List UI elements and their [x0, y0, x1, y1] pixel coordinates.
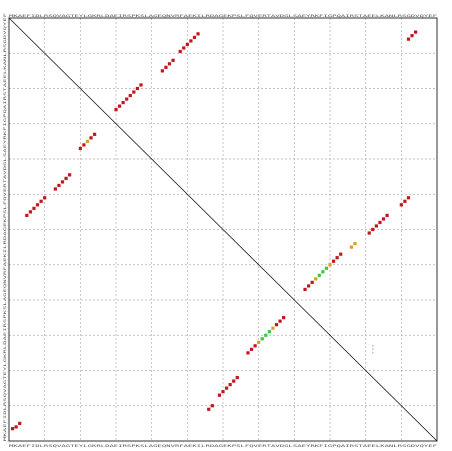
dot-mark — [78, 146, 82, 151]
dot-mark — [374, 224, 378, 228]
dot-mark — [249, 347, 254, 351]
dot-mark — [35, 203, 40, 207]
dot-mark — [224, 386, 229, 390]
dot-mark — [18, 421, 22, 425]
dot-mark — [68, 173, 72, 177]
dot-mark — [53, 187, 57, 191]
dot-mark — [82, 143, 86, 147]
dot-mark — [349, 245, 353, 249]
dot-mark — [372, 352, 374, 354]
dot-mark — [314, 277, 318, 281]
dot-mark — [139, 83, 143, 87]
dot-mark — [257, 340, 261, 344]
dot-mark — [117, 104, 122, 108]
dot-mark — [328, 263, 332, 267]
dot-mark — [189, 39, 193, 43]
dot-mark — [303, 287, 307, 292]
dot-mark — [278, 319, 282, 323]
dot-mark — [192, 35, 197, 39]
dot-mark — [207, 407, 211, 411]
dot-mark — [399, 203, 403, 207]
dot-mark — [57, 183, 61, 188]
dot-mark — [114, 108, 118, 112]
dot-mark — [260, 337, 264, 341]
dot-mark — [331, 259, 336, 263]
dot-mark — [235, 375, 239, 380]
dot-mark — [228, 383, 232, 387]
dot-mark — [185, 42, 189, 47]
dot-mark — [317, 273, 321, 277]
dot-mark — [264, 333, 268, 337]
dot-mark — [367, 231, 371, 235]
dot-mark — [282, 316, 286, 320]
bottom-axis-sequence: MKAEFIDLRSQVAGTEYLGKRLDAEIRSPKSLAGEQNVRF… — [9, 444, 437, 448]
dot-mark — [221, 390, 225, 394]
dot-mark — [378, 220, 382, 225]
dot-mark — [89, 136, 93, 140]
dot-mark — [28, 210, 32, 214]
dot-mark — [196, 32, 200, 36]
dot-mark — [121, 101, 125, 105]
dot-mark — [385, 213, 389, 217]
dot-mark — [372, 348, 374, 351]
dot-mark — [246, 351, 250, 355]
dot-mark — [85, 139, 90, 143]
dot-mark — [167, 62, 172, 66]
dot-mark — [10, 427, 15, 431]
dot-mark — [64, 176, 68, 180]
dot-mark — [406, 196, 411, 200]
dot-mark — [60, 180, 65, 184]
dot-mark — [178, 49, 182, 54]
dot-mark — [128, 93, 132, 98]
dot-mark — [310, 280, 314, 284]
dot-mark — [14, 425, 18, 429]
top-axis-sequence: MKAEFIDLRSQVAGTEYLGKRLDAEIRSPKSLAGEQNVRF… — [9, 14, 437, 18]
dot-mark — [232, 379, 236, 383]
dot-mark — [160, 69, 164, 73]
dot-mark — [403, 199, 407, 203]
dot-mark — [335, 256, 339, 260]
dot-mark — [406, 37, 411, 41]
diagonal-line — [8, 17, 438, 442]
dot-mark — [371, 227, 375, 232]
dot-mark — [93, 132, 97, 136]
dot-mark — [307, 284, 311, 288]
dot-mark — [32, 206, 36, 210]
dot-mark — [210, 404, 214, 408]
dot-mark — [135, 86, 139, 91]
dot-mark — [339, 252, 343, 256]
main-diagonal — [8, 17, 438, 442]
dot-marks — [10, 30, 418, 431]
dot-mark — [39, 199, 43, 203]
dot-mark — [132, 90, 136, 94]
dot-mark — [164, 65, 168, 69]
dot-mark — [43, 196, 47, 200]
dot-mark — [25, 213, 29, 217]
dot-mark — [217, 393, 222, 397]
dot-mark — [253, 344, 257, 348]
dot-mark — [410, 34, 414, 38]
left-axis-sequence: MKAEFIDLRSQVAGTEYLGKRLDAEIRSPKSLAGEQNVRF… — [3, 13, 7, 441]
dot-mark — [267, 330, 271, 334]
plot-frame — [7, 16, 438, 443]
dot-mark — [171, 58, 175, 62]
dot-mark — [324, 266, 329, 270]
dot-mark — [414, 30, 418, 34]
dot-mark — [182, 46, 186, 50]
dot-mark — [353, 242, 357, 246]
dot-mark — [321, 270, 325, 274]
dot-mark — [125, 97, 129, 101]
dot-mark — [271, 326, 275, 330]
dot-mark — [274, 323, 279, 327]
dot-mark — [372, 345, 374, 347]
dot-mark — [381, 217, 386, 221]
